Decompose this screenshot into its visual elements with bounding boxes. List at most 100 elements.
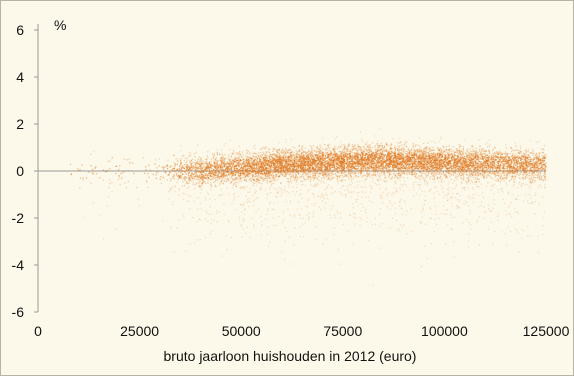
data-point — [326, 165, 328, 167]
data-point — [534, 157, 536, 159]
data-point — [160, 176, 162, 178]
data-point — [446, 194, 448, 197]
data-point — [538, 165, 540, 167]
data-point — [231, 174, 234, 176]
data-point — [487, 154, 489, 156]
data-point — [195, 151, 198, 154]
data-point — [460, 153, 462, 155]
data-point — [242, 228, 244, 230]
data-point — [336, 181, 339, 183]
data-point — [243, 163, 245, 165]
data-point — [194, 159, 197, 161]
data-point — [467, 246, 470, 249]
data-point — [297, 169, 299, 172]
data-point — [523, 172, 525, 175]
data-point — [420, 149, 423, 151]
data-point — [532, 154, 534, 156]
data-point — [175, 158, 177, 160]
data-point — [270, 180, 272, 183]
data-point — [389, 227, 391, 229]
data-point — [467, 154, 470, 157]
data-point — [424, 245, 426, 247]
data-point — [519, 169, 522, 172]
data-point — [381, 159, 384, 161]
data-point — [231, 152, 233, 155]
data-point — [248, 152, 251, 154]
data-point — [418, 184, 421, 186]
data-point — [515, 155, 518, 158]
data-point — [187, 182, 189, 185]
data-point — [495, 167, 497, 169]
data-point — [214, 184, 216, 186]
data-point — [467, 181, 469, 183]
data-point — [108, 186, 110, 189]
data-point — [366, 217, 369, 219]
data-point — [92, 170, 95, 172]
data-point — [348, 184, 350, 186]
data-point — [282, 211, 285, 213]
data-point — [374, 182, 377, 184]
data-point — [199, 192, 202, 194]
data-point — [271, 168, 273, 171]
data-point — [183, 159, 186, 162]
data-point — [238, 166, 240, 168]
data-point — [278, 151, 280, 153]
data-point — [324, 144, 326, 146]
data-point — [367, 170, 369, 172]
data-point — [469, 170, 471, 172]
data-point — [489, 168, 492, 171]
data-point — [252, 145, 254, 148]
data-point — [342, 172, 345, 174]
data-point — [438, 181, 440, 183]
data-point — [360, 138, 363, 140]
data-point — [455, 185, 457, 188]
data-point — [366, 166, 368, 168]
data-point — [537, 252, 540, 254]
data-point — [310, 183, 312, 185]
data-point — [338, 180, 341, 182]
data-point — [290, 152, 293, 154]
data-point — [374, 217, 376, 219]
data-point — [254, 144, 256, 146]
data-point — [194, 183, 197, 185]
data-point — [390, 148, 393, 150]
data-point — [518, 174, 520, 177]
data-point — [342, 149, 345, 151]
data-point — [272, 176, 274, 179]
data-point — [322, 243, 324, 245]
data-point — [230, 178, 232, 180]
data-point — [277, 171, 279, 174]
data-point — [478, 181, 480, 183]
data-point — [437, 217, 440, 219]
data-point — [298, 194, 301, 196]
data-point — [431, 149, 433, 151]
data-point — [435, 223, 438, 225]
data-point — [289, 152, 291, 155]
data-point — [199, 219, 201, 221]
data-point — [425, 157, 428, 160]
data-point — [519, 181, 521, 184]
data-point — [439, 213, 441, 215]
data-point — [235, 181, 237, 183]
data-point — [206, 159, 208, 161]
data-point — [285, 149, 287, 151]
data-point — [291, 151, 293, 154]
data-point — [462, 174, 465, 176]
data-point — [466, 150, 468, 152]
data-point — [282, 148, 284, 150]
data-point — [484, 153, 486, 155]
data-point — [422, 178, 424, 180]
data-point — [478, 206, 480, 208]
data-point — [178, 167, 181, 170]
data-point — [408, 170, 410, 172]
data-point — [390, 147, 392, 150]
data-point — [244, 179, 246, 182]
data-point — [377, 154, 379, 156]
data-point — [145, 169, 147, 171]
data-point — [249, 153, 251, 155]
data-point — [539, 174, 542, 177]
data-point — [288, 174, 290, 176]
data-point — [281, 149, 283, 151]
data-point — [234, 182, 236, 184]
data-point — [421, 216, 423, 218]
